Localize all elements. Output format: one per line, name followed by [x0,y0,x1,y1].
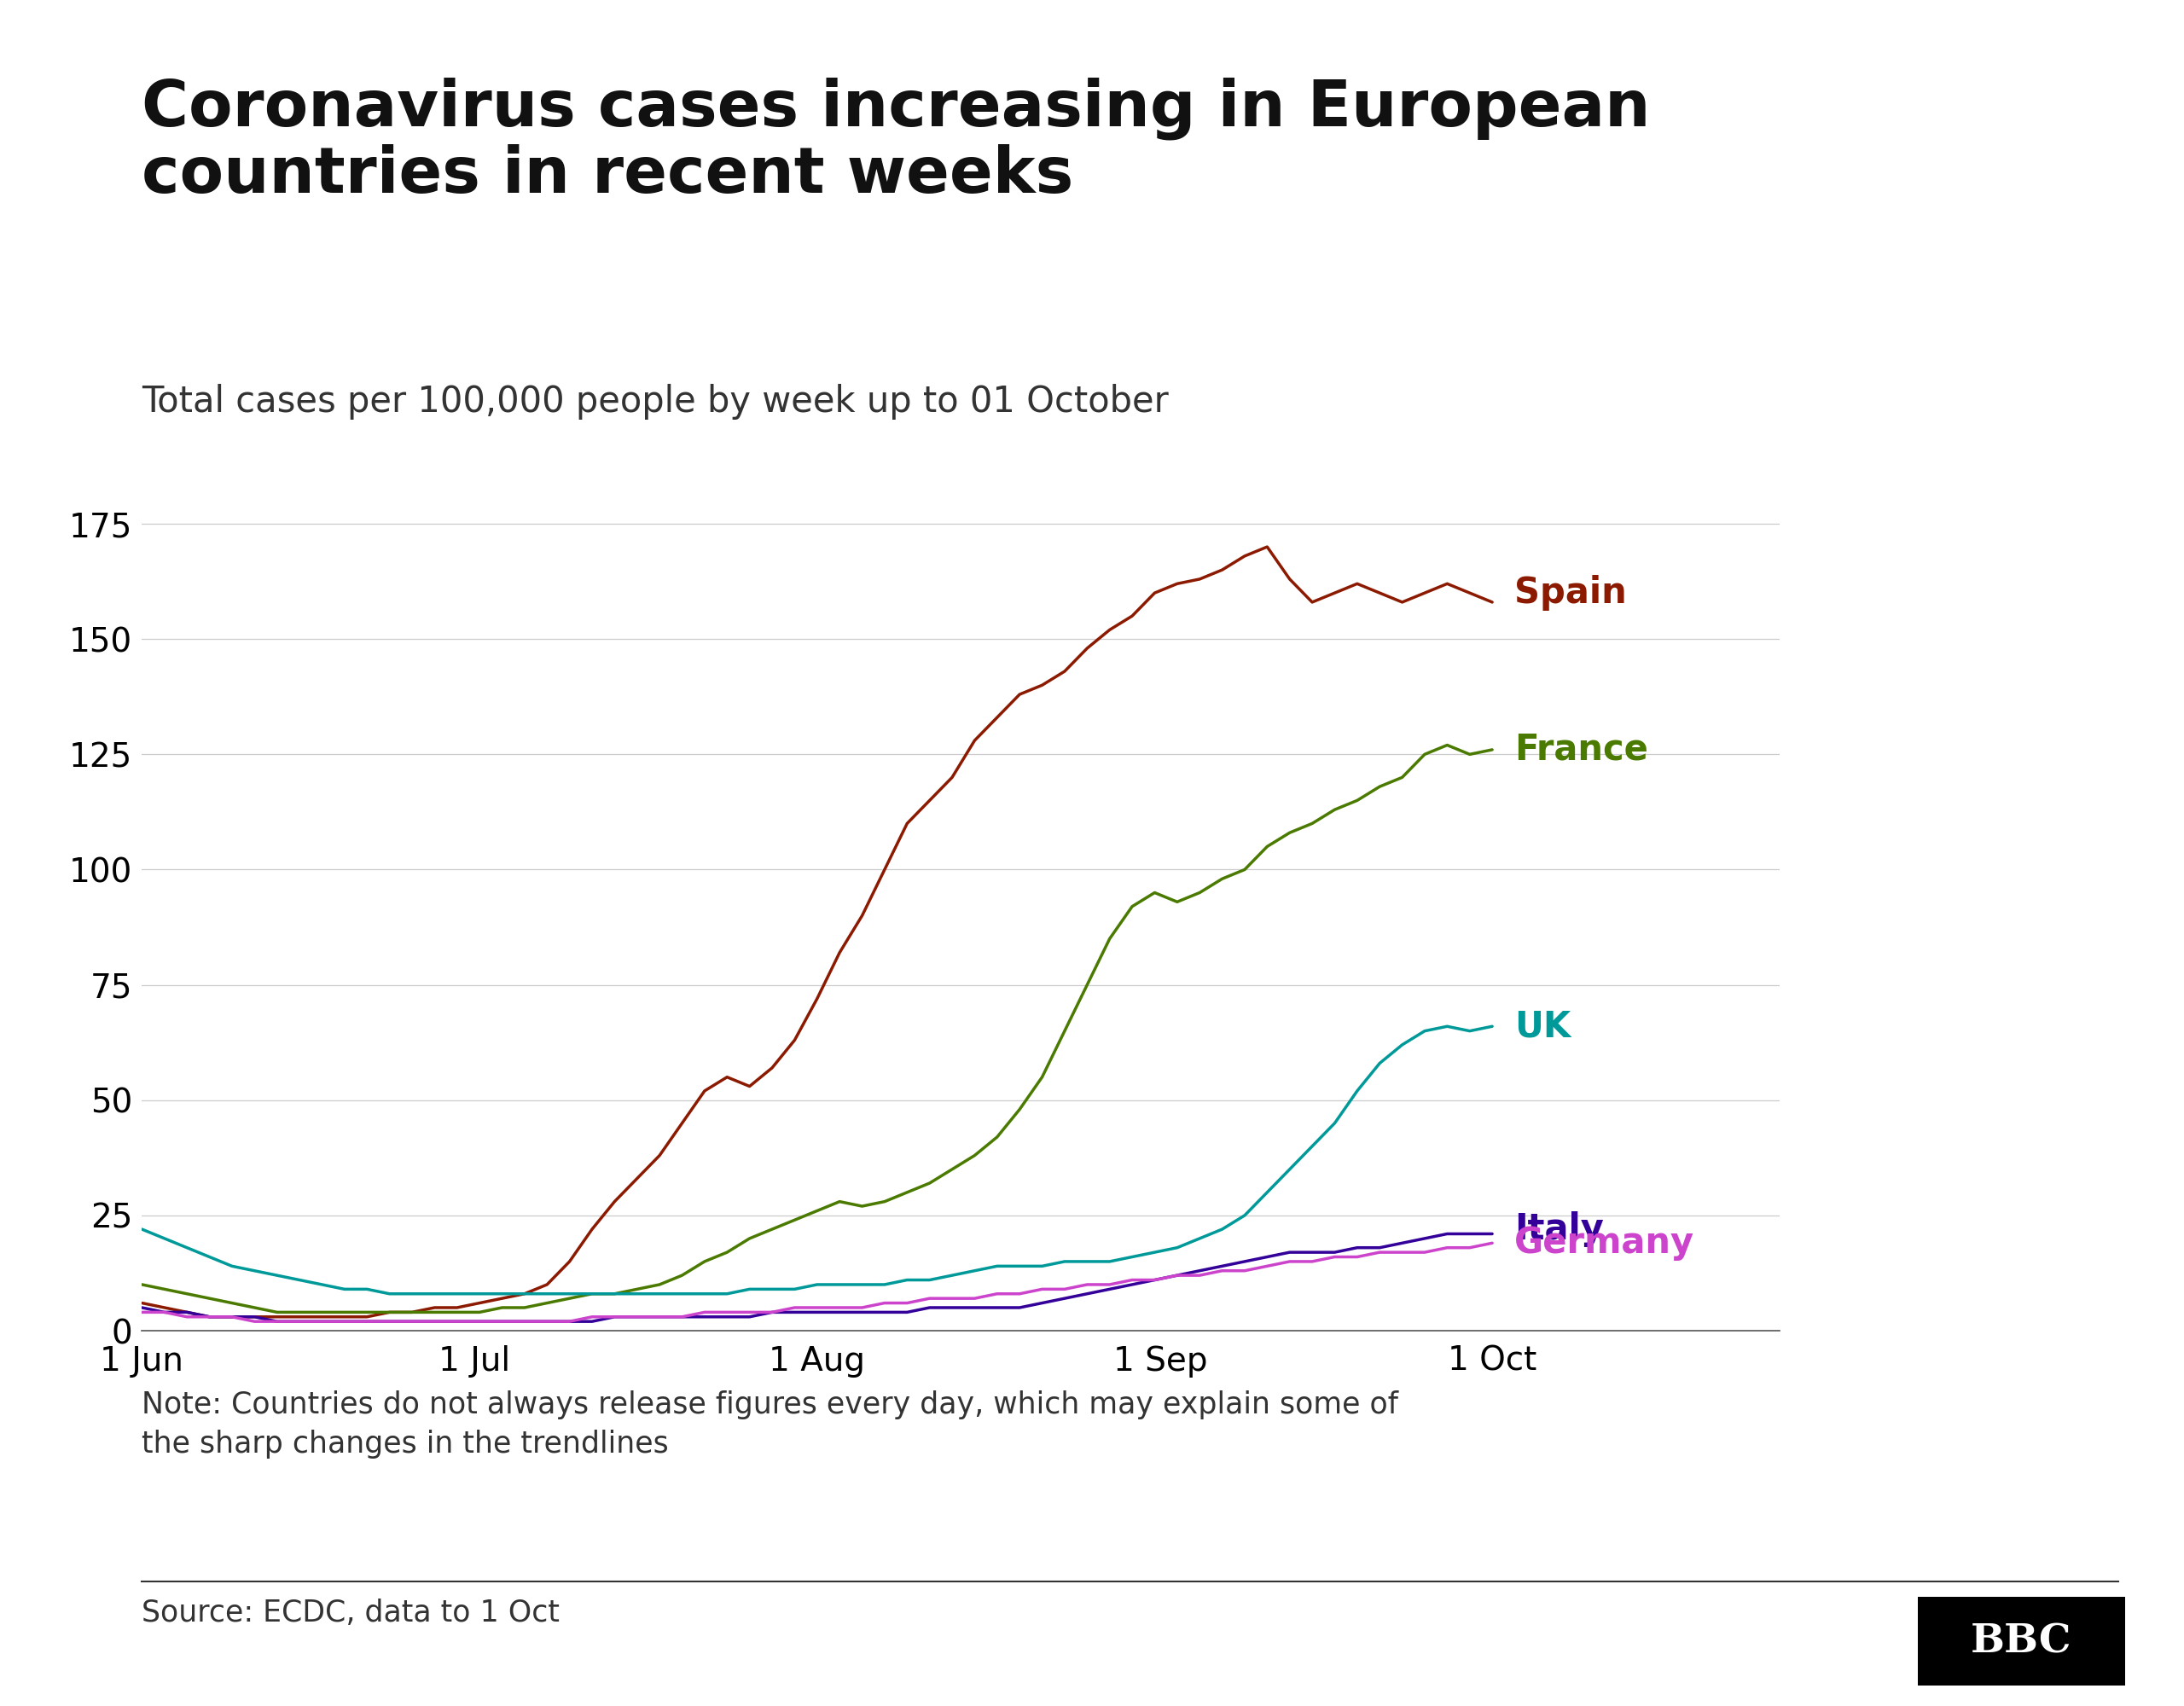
Text: Coronavirus cases increasing in European
countries in recent weeks: Coronavirus cases increasing in European… [142,77,1651,206]
Text: Spain: Spain [1514,575,1627,611]
Text: France: France [1514,732,1649,768]
Text: Italy: Italy [1514,1211,1603,1247]
Text: Note: Countries do not always release figures every day, which may explain some : Note: Countries do not always release fi… [142,1390,1398,1459]
Text: Source: ECDC, data to 1 Oct: Source: ECDC, data to 1 Oct [142,1599,559,1628]
Text: Germany: Germany [1514,1225,1695,1261]
Text: BBC: BBC [1970,1621,2073,1662]
Text: Total cases per 100,000 people by week up to 01 October: Total cases per 100,000 people by week u… [142,384,1168,420]
Text: UK: UK [1514,1008,1570,1044]
